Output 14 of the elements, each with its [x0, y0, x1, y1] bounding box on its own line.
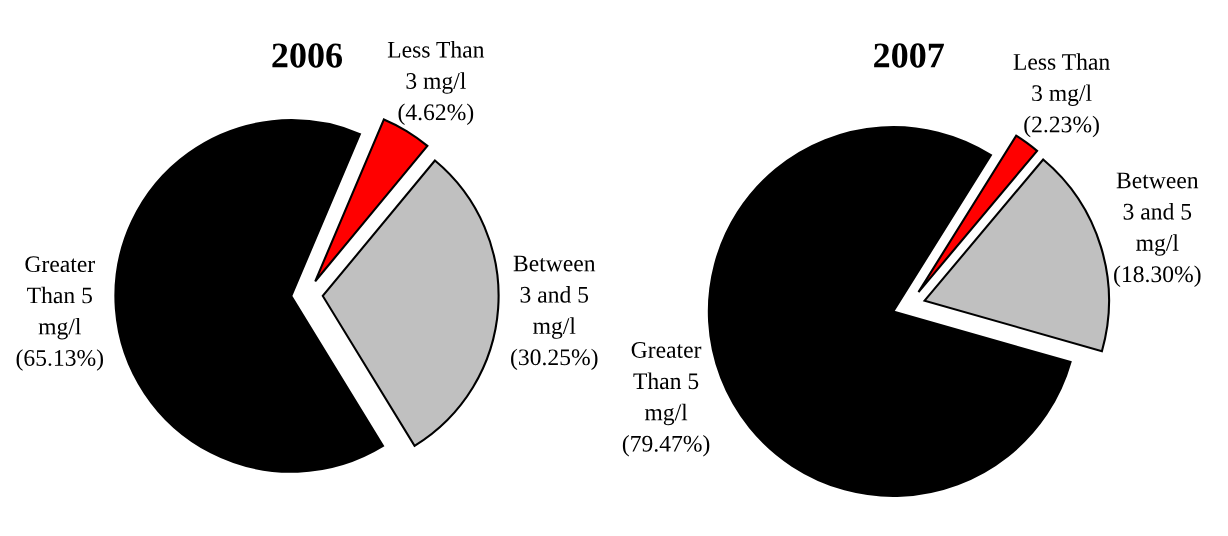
chart-title: 2006: [272, 43, 343, 68]
data-label: (18.30%): [1114, 265, 1201, 287]
data-label: (79.47%): [622, 435, 710, 457]
chart-title: 2007: [874, 43, 944, 68]
slice-label: Greater Than 5 mg/l: [25, 256, 95, 340]
slice-label: Less Than 3 mg/l: [1013, 53, 1110, 106]
data-label: (65.13%): [16, 349, 104, 371]
slice-label: Greater Than 5 mg/l: [631, 342, 702, 426]
slice-label: Less Than 3 mg/l: [387, 41, 485, 94]
slice-label: Between 3 and 5 mg/l: [1116, 172, 1199, 256]
data-label: (4.62%): [398, 103, 474, 126]
data-label: (30.25%): [511, 348, 598, 371]
slice-label: Between 3 and 5 mg/l: [513, 255, 596, 339]
data-label: (2.23%): [1024, 115, 1099, 138]
